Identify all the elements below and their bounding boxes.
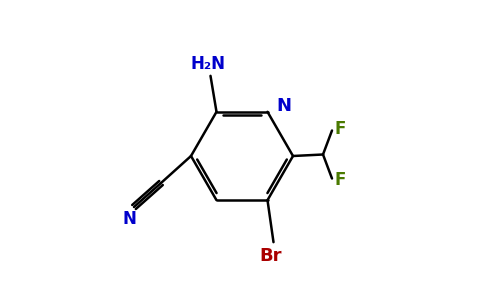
Text: F: F xyxy=(335,120,347,138)
Text: N: N xyxy=(276,97,291,115)
Text: Br: Br xyxy=(259,247,282,265)
Text: F: F xyxy=(335,171,347,189)
Text: H₂N: H₂N xyxy=(190,55,225,73)
Text: N: N xyxy=(122,210,136,228)
